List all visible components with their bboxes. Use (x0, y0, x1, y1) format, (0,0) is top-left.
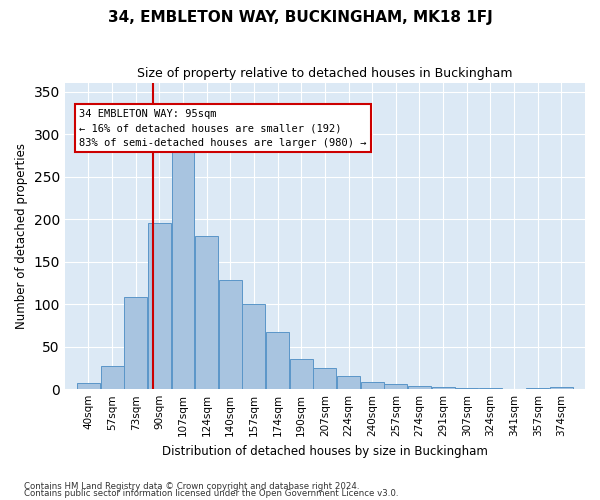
Bar (172, 142, 194, 389)
Text: 34, EMBLETON WAY, BUCKINGHAM, MK18 1FJ: 34, EMBLETON WAY, BUCKINGHAM, MK18 1FJ (107, 10, 493, 25)
Bar (431, 388, 455, 389)
Bar (219, 280, 242, 389)
Bar (385, 384, 407, 389)
Text: Contains public sector information licensed under the Open Government Licence v3: Contains public sector information licen… (24, 489, 398, 498)
Bar (361, 382, 383, 389)
Bar (479, 388, 502, 389)
Y-axis label: Number of detached properties: Number of detached properties (15, 143, 28, 329)
Bar (455, 388, 478, 389)
Bar (195, 236, 218, 389)
Bar (290, 360, 313, 389)
Bar (242, 304, 265, 389)
Bar (526, 388, 549, 389)
X-axis label: Distribution of detached houses by size in Buckingham: Distribution of detached houses by size … (162, 444, 488, 458)
Bar (101, 366, 124, 389)
Bar (77, 383, 100, 389)
Bar (313, 368, 337, 389)
Bar (337, 376, 360, 389)
Bar (124, 298, 147, 389)
Bar (550, 388, 573, 389)
Bar (408, 386, 431, 389)
Title: Size of property relative to detached houses in Buckingham: Size of property relative to detached ho… (137, 68, 512, 80)
Text: Contains HM Land Registry data © Crown copyright and database right 2024.: Contains HM Land Registry data © Crown c… (24, 482, 359, 491)
Bar (148, 224, 171, 389)
Text: 34 EMBLETON WAY: 95sqm
← 16% of detached houses are smaller (192)
83% of semi-de: 34 EMBLETON WAY: 95sqm ← 16% of detached… (79, 108, 367, 148)
Bar (266, 332, 289, 389)
